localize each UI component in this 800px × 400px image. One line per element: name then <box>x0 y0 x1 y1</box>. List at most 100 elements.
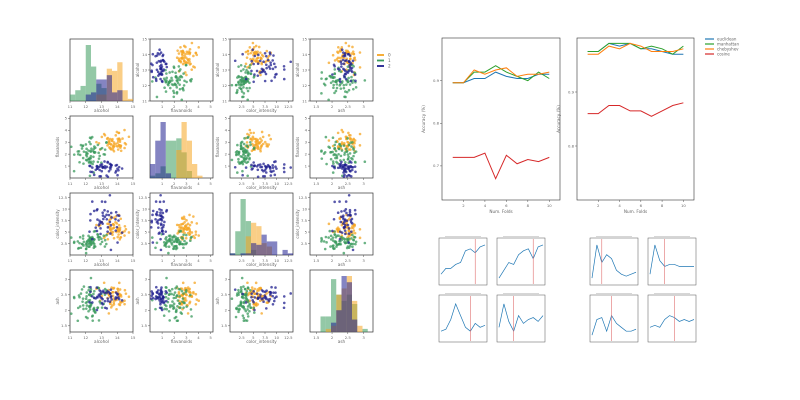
scatter-point-series-2 <box>275 72 278 76</box>
scatter-point-series-0 <box>195 298 199 301</box>
scatter-point-series-2 <box>331 164 334 168</box>
scatter-point-series-1 <box>328 229 332 233</box>
scatter-point-series-0 <box>112 236 116 240</box>
x-tick-label: 5 <box>252 335 255 340</box>
scatter-point-series-1 <box>239 81 243 84</box>
scatter-point-series-0 <box>118 288 122 291</box>
scatter-point-series-2 <box>89 290 92 294</box>
scatter-point-series-1 <box>170 79 174 82</box>
y-tick-label: 11 <box>142 98 147 103</box>
scatter-point-series-1 <box>100 306 104 309</box>
x-tick-label: 2.5 <box>345 104 352 109</box>
mini-frame <box>496 294 546 343</box>
scatter-point-series-1 <box>87 238 91 241</box>
scatter-point-series-2 <box>114 210 118 214</box>
scatter-point-series-2 <box>269 63 273 67</box>
scatter-point-series-0 <box>254 301 258 305</box>
scatter-point-series-0 <box>119 217 123 221</box>
scatter-point-series-2 <box>106 210 110 213</box>
scatter-point-series-2 <box>252 80 255 84</box>
x-tick-label: 5 <box>252 258 255 263</box>
histogram-bar-series-0 <box>112 70 118 101</box>
scatter-point-series-2 <box>159 211 162 215</box>
small-multiples-panel <box>438 236 697 343</box>
scatter-point-series-2 <box>341 58 345 62</box>
scatter-point-series-2 <box>233 288 237 291</box>
scatter-point-series-0 <box>349 134 352 137</box>
scatter-point-series-2 <box>338 200 341 203</box>
scatter-point-series-2 <box>151 63 154 67</box>
scatter-point-series-2 <box>151 213 154 217</box>
scatter-point-series-1 <box>165 79 168 82</box>
scatter-point-series-1 <box>332 86 335 90</box>
histogram-bar-series-2 <box>245 253 251 255</box>
scatter-point-series-2 <box>160 73 164 76</box>
scatter-point-series-0 <box>254 281 258 285</box>
scatter-point-series-2 <box>158 72 161 76</box>
scatter-point-series-1 <box>178 87 182 91</box>
scatter-point-series-1 <box>175 86 179 89</box>
scatter-point-series-1 <box>347 88 351 92</box>
scatter-point-series-1 <box>346 137 349 140</box>
scatter-point-series-1 <box>245 289 249 293</box>
histogram-bar-series-0 <box>251 222 257 255</box>
scatter-point-series-2 <box>336 67 340 71</box>
scatter-point-series-1 <box>320 157 324 160</box>
y-tick-label: 7.5 <box>301 218 308 223</box>
scatter-point-series-1 <box>172 306 176 310</box>
scatter-point-series-1 <box>331 244 334 248</box>
scatter-point-series-2 <box>263 79 267 83</box>
y-tick-label: 4 <box>65 128 68 133</box>
x-tick-label: 12 <box>83 258 88 263</box>
scatter-point-series-2 <box>341 216 345 219</box>
scatter-point-series-0 <box>188 51 191 55</box>
histogram-bar-series-2 <box>287 253 293 255</box>
scatter-point-series-0 <box>108 140 111 144</box>
scatter-point-series-1 <box>249 72 252 75</box>
scatter-point-series-1 <box>178 83 181 86</box>
scatter-point-series-0 <box>336 230 340 233</box>
scatter-point-series-0 <box>259 137 262 140</box>
scatter-point-series-0 <box>188 63 192 66</box>
scatter-point-series-2 <box>262 162 265 166</box>
scatter-point-series-1 <box>348 152 352 155</box>
scatter-point-series-1 <box>89 240 92 244</box>
scatter-point-series-0 <box>246 66 249 69</box>
scatter-point-series-2 <box>262 296 265 300</box>
scatter-point-series-1 <box>333 147 336 151</box>
scatter-point-series-2 <box>165 208 169 212</box>
scatter-point-series-0 <box>121 137 124 140</box>
scatter-point-series-1 <box>72 153 76 156</box>
scatter-point-series-1 <box>230 83 234 87</box>
y-tick-label: 12 <box>222 83 227 88</box>
mini-chart <box>496 293 546 343</box>
scatter-point-series-1 <box>241 149 245 153</box>
histogram-bar-series-2 <box>85 94 91 101</box>
scatter-point-series-2 <box>100 200 104 203</box>
x-axis-label: flavanoids <box>171 108 192 113</box>
scatter-point-series-0 <box>254 60 258 63</box>
scatter-point-series-2 <box>114 229 118 232</box>
scatter-point-series-1 <box>165 307 168 311</box>
scatter-point-series-2 <box>344 232 347 236</box>
scatter-point-series-1 <box>337 152 340 156</box>
scatter-point-series-1 <box>167 80 171 84</box>
scatter-point-series-2 <box>344 207 348 211</box>
scatter-point-series-1 <box>329 238 333 241</box>
scatter-point-series-0 <box>117 230 121 233</box>
scatter-point-series-2 <box>156 70 160 74</box>
scatter-point-series-1 <box>352 242 355 246</box>
x-tick-label: 3 <box>185 181 188 186</box>
scatter-point-series-0 <box>184 296 187 300</box>
scatter-point-series-0 <box>124 227 128 231</box>
scatter-point-series-1 <box>346 238 350 241</box>
scatter-point-series-2 <box>92 209 96 213</box>
scatter-point-series-1 <box>344 95 347 99</box>
scatter-point-series-0 <box>260 53 264 57</box>
scatter-point-series-2 <box>343 75 346 79</box>
scatter-point-series-2 <box>150 294 154 298</box>
scatter-point-series-1 <box>92 160 95 163</box>
scatter-point-series-2 <box>116 167 119 170</box>
scatter-point-series-1 <box>78 235 82 239</box>
scatter-point-series-2 <box>253 54 257 58</box>
